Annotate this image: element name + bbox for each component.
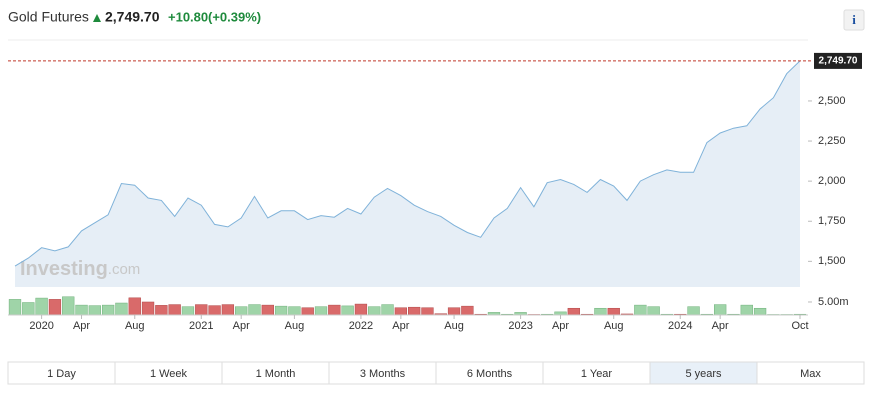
x-tick-label: Apr: [73, 320, 90, 332]
volume-bar: [381, 304, 394, 316]
volume-bar: [461, 305, 474, 316]
x-tick-label: Aug: [444, 320, 464, 332]
up-arrow: [93, 14, 101, 22]
price-line: [14, 60, 801, 267]
last-price-box: [814, 52, 862, 69]
volume-bar: [341, 305, 354, 316]
volume-bar: [195, 304, 208, 316]
volume-bar: [141, 301, 155, 316]
volume-bar: [35, 297, 48, 316]
range-label[interactable]: 1 Year: [581, 368, 613, 380]
volume-bar: [301, 307, 314, 316]
x-tick-label: Apr: [552, 320, 569, 332]
volume-bar: [101, 304, 115, 316]
watermark-suffix: .com: [108, 261, 141, 278]
x-tick-label: Apr: [233, 320, 250, 332]
x-tick-label: 2023: [508, 320, 532, 332]
x-tick-label: Apr: [392, 320, 409, 332]
change-pct: (+0.39%): [208, 9, 261, 24]
volume-bar: [261, 304, 274, 316]
range-label[interactable]: 6 Months: [467, 368, 513, 380]
range-label[interactable]: 1 Month: [256, 368, 296, 380]
volume-bar: [714, 304, 727, 316]
volume-bar: [8, 299, 22, 316]
info-icon[interactable]: i: [852, 12, 856, 27]
volume-bar: [128, 297, 141, 316]
area: [15, 60, 800, 288]
volume-bar: [88, 305, 101, 316]
range-label[interactable]: Max: [800, 368, 821, 380]
range-label[interactable]: 1 Week: [150, 368, 188, 380]
y-tick-label: 1,500: [818, 255, 846, 267]
x-tick-label: Aug: [285, 320, 305, 332]
x-tick-label: 2022: [349, 320, 373, 332]
y-tick-label: 2,500: [818, 95, 846, 107]
y-tick-label: 1,750: [818, 215, 846, 227]
x-tick-label: Apr: [712, 320, 729, 332]
range-label[interactable]: 5 years: [685, 368, 722, 380]
y-tick-label: 2,000: [818, 175, 846, 187]
volume-bar: [394, 307, 407, 316]
volume-bar: [607, 307, 620, 316]
volume-bar: [22, 302, 35, 316]
x-tick-label: 2021: [189, 320, 213, 332]
volume-bar: [48, 299, 62, 316]
volume-bar: [155, 305, 168, 316]
volume-bar: [354, 303, 368, 316]
volume-bar: [288, 306, 301, 316]
change: +10.80: [168, 9, 208, 24]
y2-tick-label: 5.00m: [818, 296, 849, 308]
watermark-main: Investing: [20, 258, 108, 280]
volume-bar: [221, 304, 235, 316]
volume-bar: [634, 304, 647, 316]
range-button[interactable]: [756, 361, 865, 385]
volume-bar: [248, 304, 261, 316]
volume-bar: [62, 296, 75, 316]
title: Gold Futures: [8, 9, 89, 25]
volume-bar: [274, 305, 288, 316]
price: 2,749.70: [105, 9, 160, 25]
volume-bar: [594, 307, 607, 316]
volume-bar: [115, 302, 128, 316]
y-tick-label: 2,250: [818, 135, 846, 147]
x-tick-label: 2020: [29, 320, 53, 332]
x-tick-label: Aug: [125, 320, 145, 332]
info-button[interactable]: [843, 9, 865, 31]
x-tick-label: Oct: [791, 320, 808, 332]
x-tick-label: 2024: [668, 320, 692, 332]
last-price-label: 2,749.70: [819, 56, 858, 67]
watermark: Investing.com: [20, 258, 140, 280]
volume-bar: [740, 304, 753, 316]
volume-bar: [168, 304, 181, 316]
volume-bar: [421, 307, 434, 316]
volume-bar: [408, 306, 421, 316]
range-label[interactable]: 3 Months: [360, 368, 406, 380]
volume-bar: [567, 307, 580, 316]
volume-bar: [753, 307, 767, 316]
volume-bar: [314, 306, 328, 316]
volume-bar: [447, 307, 461, 316]
volume-bar: [75, 304, 88, 316]
volume-bar: [368, 306, 381, 316]
volume-bar: [687, 306, 700, 316]
volume-bar: [181, 306, 195, 316]
volume-bar: [647, 306, 660, 316]
volume-bar: [235, 306, 248, 316]
volume-bar: [208, 305, 221, 316]
x-tick-label: Aug: [604, 320, 624, 332]
range-label[interactable]: 1 Day: [47, 368, 76, 380]
volume-bar: [328, 304, 341, 316]
